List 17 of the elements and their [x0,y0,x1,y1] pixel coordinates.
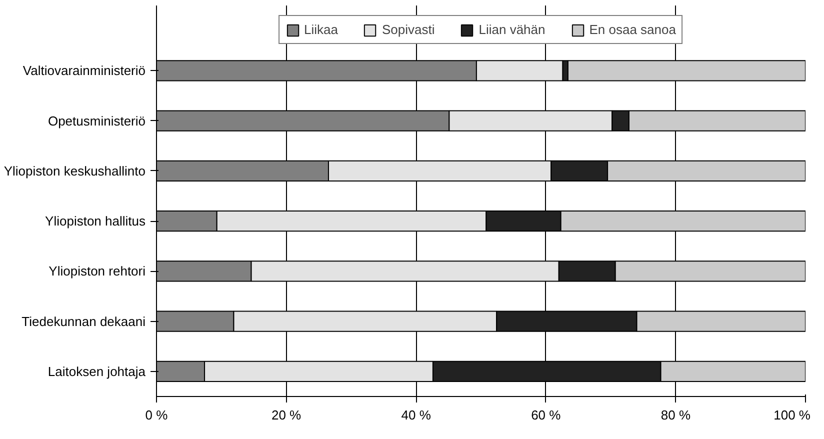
y-tick-label: Yliopiston keskushallinto [4,163,146,178]
y-tick-label: Opetusministeriö [48,113,146,128]
x-tick-label: 40 % [401,408,432,422]
y-tick-label: Yliopiston rehtori [48,264,146,279]
x-tick-label: 100 % [774,408,811,422]
y-tick-label: Laitoksen johtaja [48,364,146,379]
x-tick-label: 0 % [145,408,168,422]
legend-label: Liian vähän [478,22,546,37]
legend-label: En osaa sanoa [589,22,676,37]
y-tick-label: Valtiovarainministeriö [22,63,146,78]
y-tick-label: Tiedekunnan dekaani [22,314,146,329]
y-tick-label: Yliopiston hallitus [45,214,146,229]
legend-label: Liikaa [304,22,338,37]
x-tick-label: 20 % [271,408,302,422]
x-tick-label: 80 % [660,408,691,422]
x-tick-label: 60 % [531,408,562,422]
legend-label: Sopivasti [382,22,435,37]
